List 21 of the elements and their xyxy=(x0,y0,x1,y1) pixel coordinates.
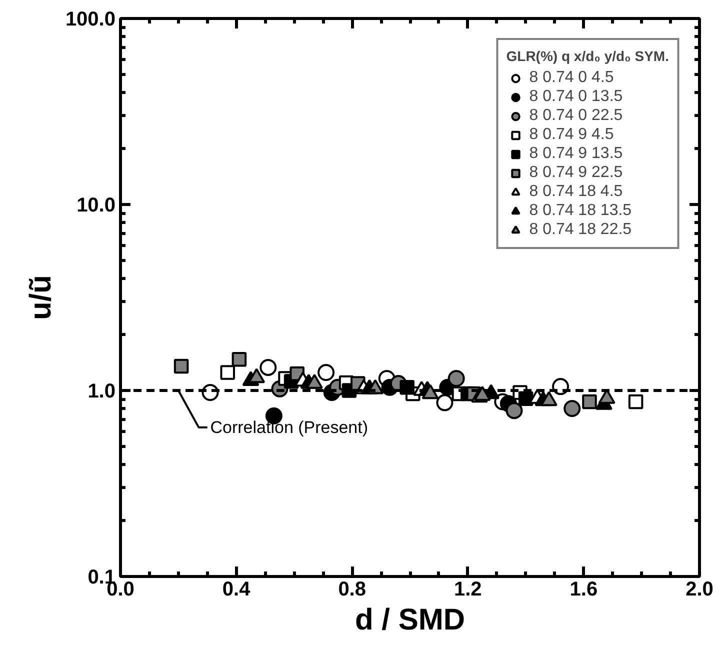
y-tick-label: 1.0 xyxy=(88,380,116,402)
legend-label: 8 0.74 0 4.5 xyxy=(529,69,614,87)
x-tick-label: 0.4 xyxy=(222,578,252,600)
x-axis-title: d / SMD xyxy=(355,604,465,636)
x-tick-label: 1.2 xyxy=(454,578,482,600)
x-tick-label: 0.8 xyxy=(338,578,366,600)
legend-title: GLR(%) q x/d₀ y/d₀ SYM. xyxy=(506,48,669,64)
legend-label: 8 0.74 18 13.5 xyxy=(529,202,632,220)
annotation: Correlation (Present) xyxy=(210,418,368,437)
legend-label: 8 0.74 0 13.5 xyxy=(529,88,623,106)
x-tick-label: 2.0 xyxy=(686,578,714,600)
x-tick-label: 1.6 xyxy=(570,578,598,600)
legend-label: 8 0.74 0 22.5 xyxy=(529,107,623,125)
y-axis-title: u/ũ xyxy=(24,274,58,320)
y-tick-label: 10.0 xyxy=(76,194,116,216)
legend-label: 8 0.74 18 4.5 xyxy=(529,183,623,201)
legend-label: 8 0.74 9 4.5 xyxy=(529,126,614,144)
legend-label: 8 0.74 9 22.5 xyxy=(529,164,623,182)
legend-label: 8 0.74 18 22.5 xyxy=(529,221,632,239)
y-tick-label: 100.0 xyxy=(65,8,116,30)
legend-label: 8 0.74 9 13.5 xyxy=(529,145,623,163)
